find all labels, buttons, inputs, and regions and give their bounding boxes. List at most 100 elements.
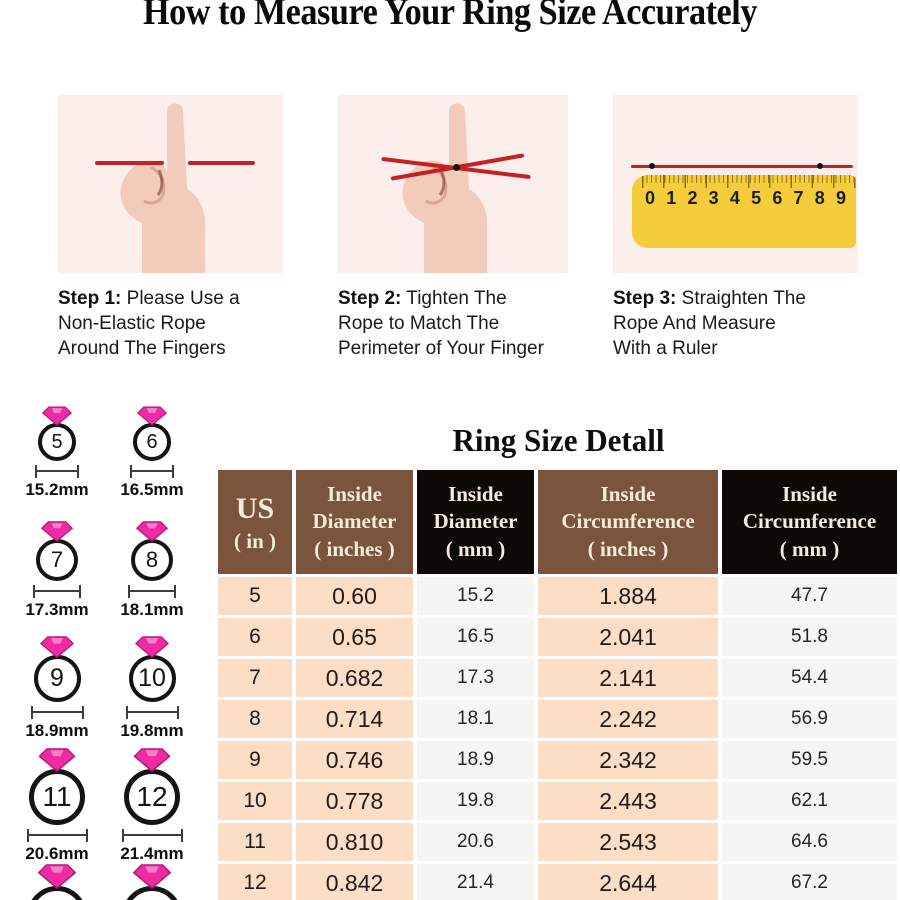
table-cell: 12	[218, 862, 296, 900]
ruler-number: 4	[729, 188, 740, 208]
ring-item-9: 9 18.9mm	[0, 636, 117, 741]
table-cell: 0.842	[294, 862, 417, 900]
table-cell: 7	[218, 657, 296, 700]
caption-line: Rope And Measure	[613, 313, 776, 334]
ring-size-number: 8	[145, 547, 159, 572]
ring-circle: 8	[131, 539, 173, 581]
measure-bracket	[30, 706, 84, 719]
measure-bracket	[125, 706, 179, 719]
measure-bracket	[121, 829, 183, 842]
ruler-ticks-minor	[642, 175, 856, 183]
ring-item-7: 7 17.3mm	[0, 521, 117, 620]
ring-item-6: 6 16.5mm	[92, 406, 212, 500]
table-cell: 2.041	[536, 616, 722, 659]
table-cell: 1.884	[536, 575, 722, 618]
table-row: 6 0.65 16.5 2.041 51.8	[218, 616, 900, 659]
caption-line: Around The Fingers	[58, 338, 226, 359]
ring-size-table: US ( in ) Inside Diameter ( inches ) Ins…	[218, 470, 900, 900]
ruler-scale: 0 1 2 3 4 5 6 7 8 9	[645, 188, 846, 209]
caption-line: Straighten The	[681, 288, 806, 309]
table-cell: 18.1	[415, 698, 538, 741]
step2-label: Step 2:	[338, 288, 402, 309]
step3-caption: Step 3: Straighten The Rope And Measure Wi…	[613, 286, 863, 361]
table-cell: 0.778	[294, 780, 417, 823]
measure-bracket	[128, 585, 176, 598]
ring-item-partial	[0, 864, 117, 900]
table-cell: 17.3	[415, 657, 538, 700]
table-title: Ring Size Detall	[452, 422, 665, 458]
header-inside-circumference-mm: Inside Circumference ( mm )	[720, 470, 900, 577]
table-cell: 0.746	[294, 739, 417, 782]
ruler-number: 2	[687, 188, 698, 208]
rope-line-left	[95, 161, 164, 165]
ring-circle: 11	[29, 769, 85, 825]
table-row: 9 0.746 18.9 2.342 59.5	[218, 739, 900, 782]
ring-item-10: 10 19.8mm	[92, 636, 212, 741]
ruler-number: 9	[835, 188, 846, 208]
ring-circle: 5	[38, 423, 76, 461]
ring-size-number: 11	[42, 781, 72, 812]
diameter-label: 21.4mm	[120, 844, 184, 863]
diamond-icon	[42, 406, 72, 426]
table-cell: 47.7	[720, 575, 900, 618]
caption-line: Non-Elastic Rope	[58, 313, 206, 334]
rope-straight-line	[631, 165, 853, 168]
table-row: 7 0.682 17.3 2.141 54.4	[218, 657, 900, 700]
diameter-label: 18.9mm	[25, 721, 89, 740]
ring-size-number: 10	[138, 664, 166, 692]
table-cell: 56.9	[720, 698, 900, 741]
rope-end-dot-left	[649, 163, 655, 169]
diameter-label: 16.5mm	[120, 480, 184, 499]
ruler-number: 8	[814, 188, 825, 208]
header-inside-diameter-inches: Inside Diameter ( inches )	[294, 470, 417, 577]
ruler-number: 1	[666, 188, 677, 208]
rope-end-dot-right	[817, 163, 823, 169]
step2-caption: Step 2: Tighten The Rope to Match The Peri…	[338, 286, 588, 361]
rope-knot-dot	[453, 164, 460, 171]
table-cell: 0.60	[294, 575, 417, 618]
rope-line-right	[188, 161, 255, 165]
header-inside-diameter-mm: Inside Diameter ( mm )	[415, 470, 538, 577]
step3-image: 0 1 2 3 4 5 6 7 8 9	[613, 95, 858, 273]
ruler-number: 7	[793, 188, 804, 208]
pointing-hand-icon	[402, 103, 487, 273]
ruler-icon: 0 1 2 3 4 5 6 7 8 9	[632, 175, 856, 248]
table-row: 10 0.778 19.8 2.443 62.1	[218, 780, 900, 823]
diamond-icon	[37, 864, 77, 889]
ruler-number: 0	[645, 188, 656, 208]
table-cell: 67.2	[720, 862, 900, 900]
table-cell: 51.8	[720, 616, 900, 659]
table-cell: 11	[218, 821, 296, 864]
ring-size-number: 5	[51, 430, 63, 453]
table-cell: 2.242	[536, 698, 722, 741]
table-header-row: US ( in ) Inside Diameter ( inches ) Ins…	[218, 470, 900, 577]
table-cell: 0.714	[294, 698, 417, 741]
table-cell: 64.6	[720, 821, 900, 864]
caption-line: Rope to Match The	[338, 313, 500, 334]
ring-size-number: 12	[136, 781, 168, 812]
table-header: US ( in ) Inside Diameter ( inches ) Ins…	[218, 470, 900, 577]
step1-caption: Step 1: Please Use a Non-Elastic Rope Arou…	[58, 286, 308, 361]
step2-image	[338, 95, 568, 273]
table-cell: 19.8	[415, 780, 538, 823]
table-cell: 0.810	[294, 821, 417, 864]
table-cell: 6	[218, 616, 296, 659]
diameter-label: 18.1mm	[120, 600, 184, 619]
header-us: US ( in )	[218, 470, 296, 577]
header-inside-circumference-inches: Inside Circumference ( inches )	[536, 470, 722, 577]
table-row: 12 0.842 21.4 2.644 67.2	[218, 862, 900, 900]
step3-label: Step 3:	[613, 288, 677, 309]
ruler-number: 3	[708, 188, 719, 208]
caption-line: With a Ruler	[613, 338, 718, 359]
table-cell: 2.342	[536, 739, 722, 782]
step1-image	[58, 95, 283, 273]
table-cell: 15.2	[415, 575, 538, 618]
table-cell: 9	[218, 739, 296, 782]
table-row: 5 0.60 15.2 1.884 47.7	[218, 575, 900, 618]
ring-circle: 12	[124, 769, 180, 825]
caption-line: Perimeter of Your Finger	[338, 338, 544, 359]
table-row: 8 0.714 18.1 2.242 56.9	[218, 698, 900, 741]
ring-size-number: 9	[50, 664, 64, 692]
diameter-label: 20.6mm	[25, 844, 89, 863]
